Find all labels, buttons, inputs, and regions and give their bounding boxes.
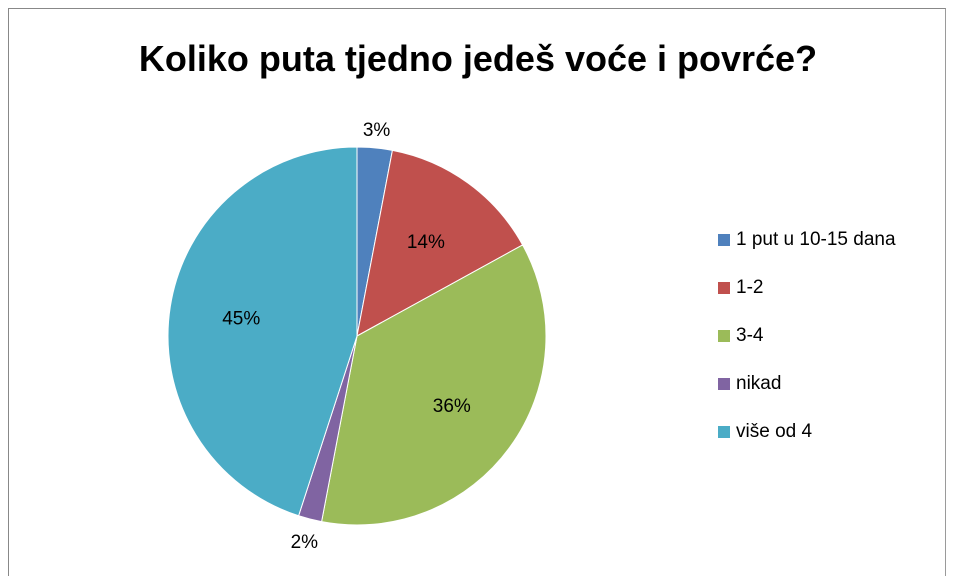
legend-label-1: 1 put u 10-15 dana — [736, 229, 896, 250]
legend-swatch-3 — [718, 330, 730, 342]
pie-slice-2 — [356, 149, 524, 337]
data-label-4: 2% — [291, 532, 319, 553]
legend-swatch-1 — [718, 234, 730, 246]
pie-slice-3 — [321, 244, 547, 526]
data-label-2: 14% — [407, 232, 445, 253]
legend-swatch-5 — [718, 426, 730, 438]
legend-label-5: više od 4 — [736, 421, 813, 442]
legend-label-4: nikad — [736, 373, 782, 394]
data-label-3: 36% — [433, 396, 471, 417]
legend-swatch-2 — [718, 282, 730, 294]
legend-swatch-4 — [718, 378, 730, 390]
legend-label-2: 1-2 — [736, 277, 764, 298]
data-label-1: 3% — [363, 120, 391, 141]
chart-title: Koliko puta tjedno jedeš voće i povrće? — [138, 38, 818, 79]
data-label-5: 45% — [222, 309, 260, 330]
legend-label-3: 3-4 — [736, 325, 764, 346]
pie-slice-5 — [167, 146, 358, 517]
